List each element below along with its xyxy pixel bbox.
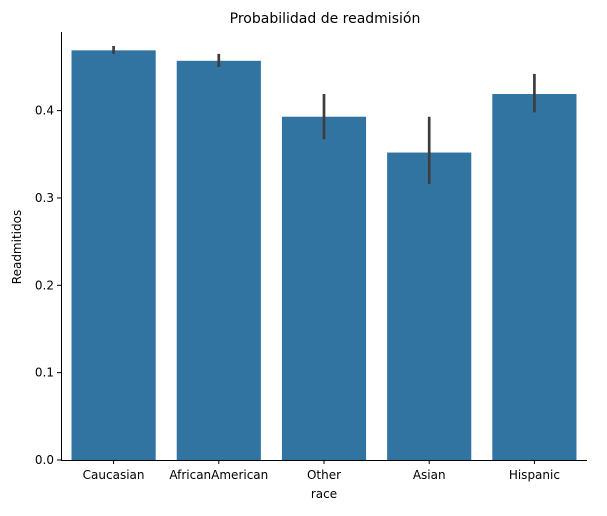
x-axis-title: race (311, 487, 337, 501)
y-tick-label: 0.3 (35, 191, 54, 205)
x-tick-label: Other (307, 468, 341, 482)
bar-africanamerican (176, 60, 261, 460)
bars-layer (71, 50, 577, 461)
error-bars-layer (112, 45, 536, 184)
y-tick-label: 0.2 (35, 278, 54, 292)
x-tick-label: AfricanAmerican (169, 468, 268, 482)
x-tick-label: Asian (413, 468, 446, 482)
bar-hispanic (492, 94, 577, 460)
y-tick-label: 0.4 (35, 104, 54, 118)
y-ticks-layer: 0.0 0.1 0.2 0.3 0.4 (35, 104, 61, 467)
x-tick-label: Caucasian (83, 468, 145, 482)
chart-title: Probabilidad de readmisión (230, 11, 421, 27)
y-axis-title: Readmitidos (10, 210, 24, 284)
y-tick-label: 0.0 (35, 453, 54, 467)
x-ticks-layer: Caucasian AfricanAmerican Other Asian Hispan… (83, 460, 560, 482)
bar-caucasian (71, 50, 156, 460)
bar-other (281, 116, 367, 460)
bar-asian (387, 152, 472, 461)
x-tick-label: Hispanic (509, 468, 560, 482)
y-tick-label: 0.1 (35, 366, 54, 380)
